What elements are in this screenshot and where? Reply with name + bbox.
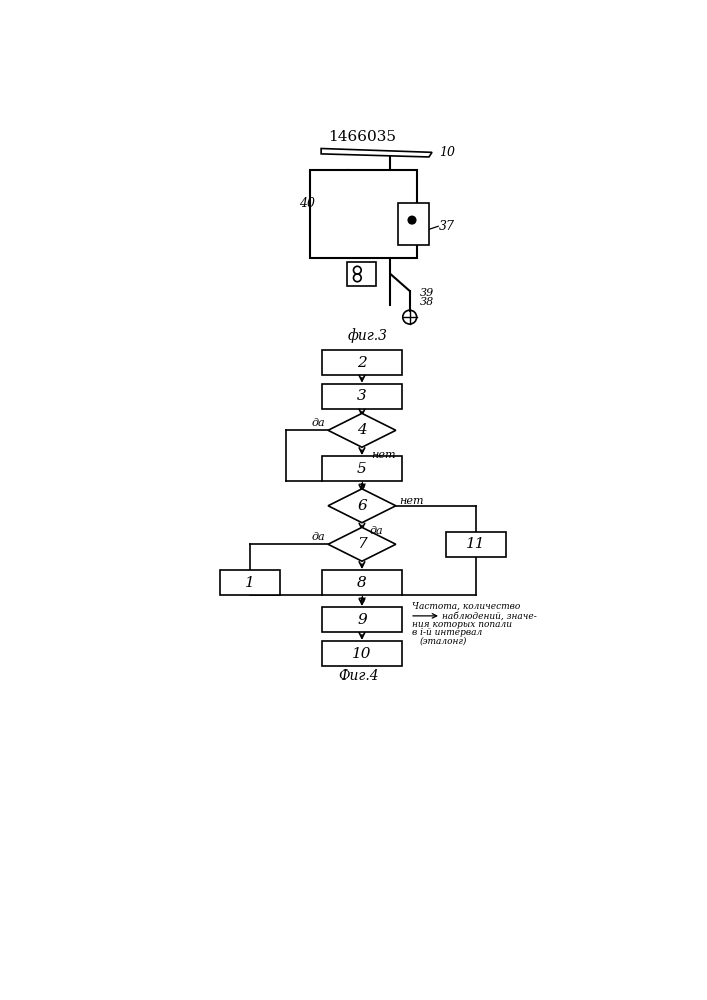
- Text: 39: 39: [420, 288, 434, 298]
- Text: нет: нет: [371, 450, 396, 460]
- Text: 6: 6: [357, 499, 367, 513]
- Text: ния которых попали: ния которых попали: [411, 620, 512, 629]
- Bar: [221, 570, 281, 595]
- Text: ★: ★: [358, 594, 366, 604]
- Polygon shape: [328, 527, 396, 561]
- Bar: [322, 641, 402, 666]
- Polygon shape: [328, 489, 396, 523]
- Bar: [310, 170, 417, 258]
- Text: 37: 37: [439, 220, 455, 233]
- Text: 3: 3: [357, 389, 367, 403]
- Circle shape: [408, 216, 416, 224]
- Text: фиг.3: фиг.3: [347, 328, 387, 343]
- Bar: [346, 262, 376, 286]
- Bar: [322, 570, 402, 595]
- Text: 10: 10: [439, 146, 455, 159]
- Bar: [322, 607, 402, 632]
- Text: 1: 1: [245, 576, 255, 590]
- Text: ★: ★: [358, 480, 366, 490]
- Text: 10: 10: [352, 647, 372, 661]
- Text: 1466035: 1466035: [328, 130, 396, 144]
- Text: Частота, количество: Частота, количество: [411, 601, 520, 610]
- Bar: [322, 350, 402, 375]
- Text: 4: 4: [357, 423, 367, 437]
- Text: да: да: [311, 532, 325, 542]
- Text: да: да: [311, 418, 325, 428]
- Polygon shape: [321, 148, 432, 157]
- Bar: [322, 384, 402, 409]
- Text: 11: 11: [466, 537, 486, 551]
- Text: 38: 38: [420, 297, 434, 307]
- Text: 40: 40: [299, 197, 315, 210]
- Text: 2: 2: [357, 356, 367, 370]
- Text: наблюдений, значе-: наблюдений, значе-: [443, 611, 537, 620]
- Text: (эталонг): (эталонг): [419, 637, 467, 646]
- Text: в i-й интервал: в i-й интервал: [411, 628, 482, 637]
- Text: Фиг.4: Фиг.4: [338, 669, 378, 683]
- Text: 7: 7: [357, 537, 367, 551]
- Text: нет: нет: [399, 496, 423, 506]
- Text: 5: 5: [357, 462, 367, 476]
- Text: 9: 9: [357, 613, 367, 627]
- Polygon shape: [328, 413, 396, 447]
- Text: да: да: [370, 526, 383, 536]
- Bar: [322, 456, 402, 481]
- Bar: [398, 203, 429, 245]
- Text: 8: 8: [357, 576, 367, 590]
- Bar: [446, 532, 506, 557]
